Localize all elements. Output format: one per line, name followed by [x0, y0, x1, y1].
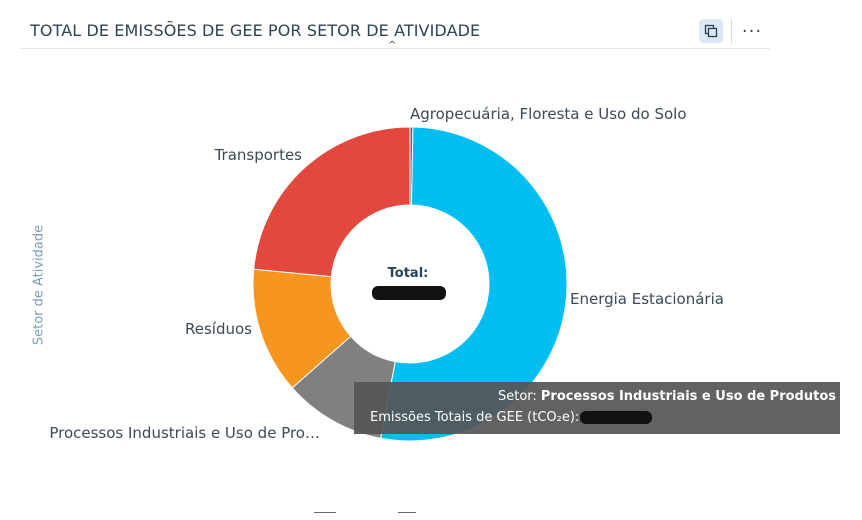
- axis-fragment: [314, 512, 336, 513]
- more-options-button[interactable]: ···: [738, 19, 766, 43]
- slice-1[interactable]: [379, 126, 568, 442]
- slice-label-3: Resíduos: [185, 320, 252, 338]
- chart-title: TOTAL DE EMISSÕES DE GEE POR SETOR DE AT…: [30, 21, 481, 40]
- slice-label-0: Agropecuária, Floresta e Uso do Solo: [410, 105, 687, 123]
- tooltip-emissions-label: Emissões Totais de GEE (tCO₂e):: [370, 410, 580, 425]
- tooltip-sector-value: Processos Industriais e Uso de Produtos: [540, 389, 836, 404]
- focus-mode-button[interactable]: [699, 19, 723, 43]
- redacted-tooltip-value: [580, 411, 652, 424]
- slice-label-2: Processos Industriais e Uso de Pro…: [49, 424, 320, 442]
- axis-fragment: [398, 512, 416, 513]
- tooltip-sector-label: Setor:: [497, 389, 537, 404]
- slice-label-1: Energia Estacionária: [570, 290, 724, 308]
- toolbar-divider: [731, 19, 732, 43]
- ellipsis-icon: ···: [741, 20, 763, 42]
- center-total-label: Total:: [388, 266, 429, 281]
- maximize-icon: [704, 24, 718, 38]
- chart-header: TOTAL DE EMISSÕES DE GEE POR SETOR DE AT…: [20, 0, 770, 49]
- redacted-total-value: [372, 286, 446, 300]
- slice-label-4: Transportes: [214, 146, 303, 164]
- slice-4[interactable]: [253, 126, 411, 278]
- collapse-chevron-icon[interactable]: ^: [388, 40, 397, 51]
- chart-tooltip: Setor: Processos Industriais e Uso de Pr…: [354, 382, 840, 434]
